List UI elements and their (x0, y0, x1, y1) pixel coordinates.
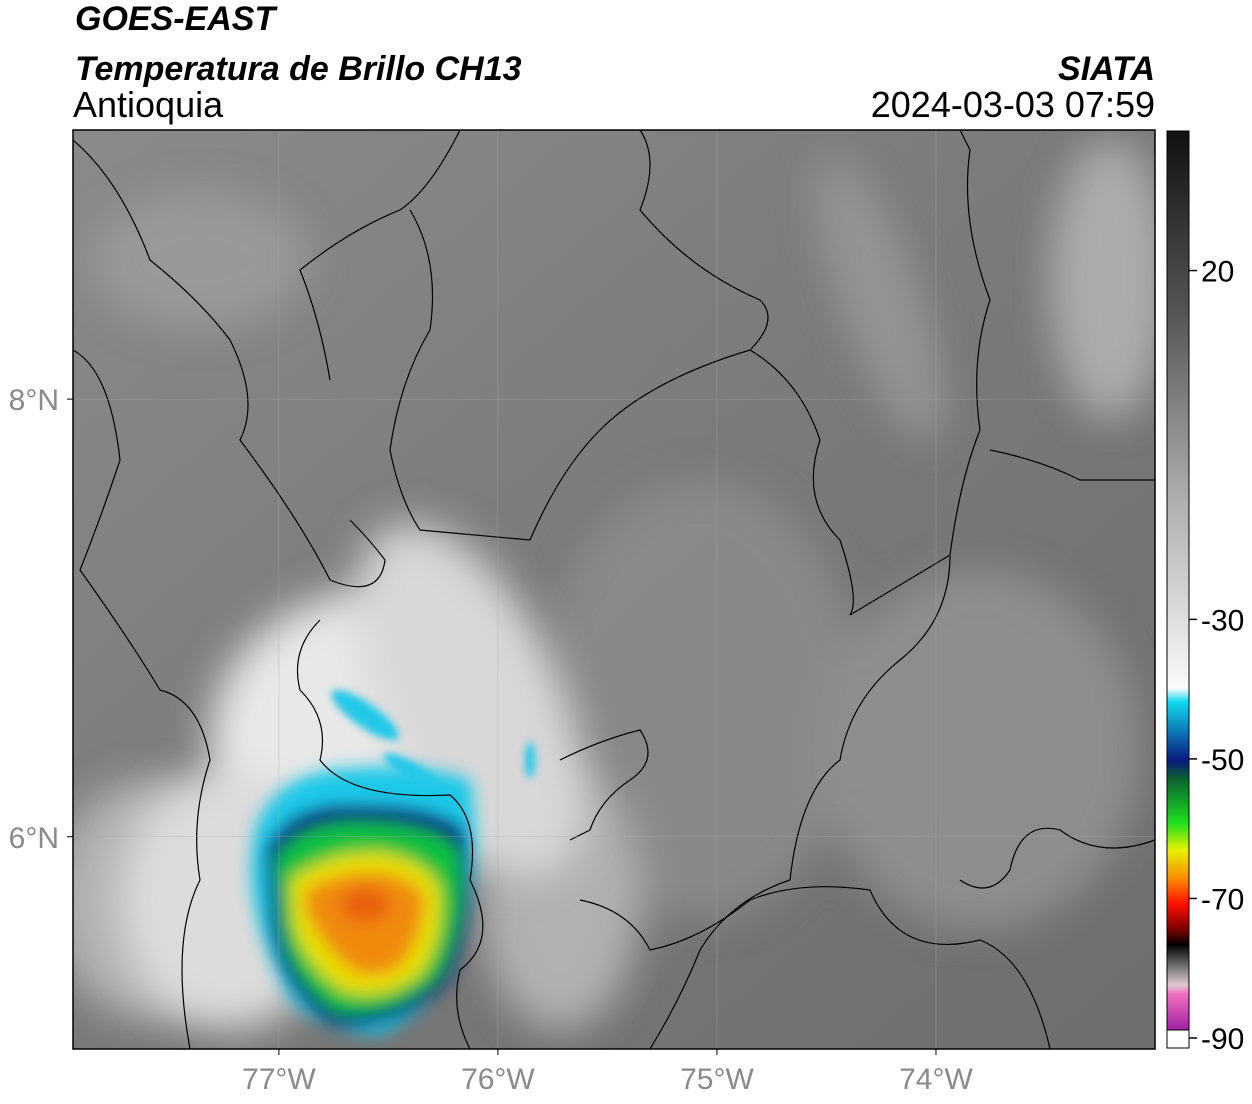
colorbar-label: -30 (1201, 604, 1244, 637)
colorbar-under (1166, 1029, 1190, 1049)
satellite-image (73, 130, 1155, 1049)
region: Antioquia (73, 84, 224, 125)
y-tick-label: 6°N (9, 822, 59, 855)
y-tick-label: 8°N (9, 384, 59, 417)
source: SIATA (1058, 50, 1155, 88)
colorbar-label: -50 (1201, 744, 1244, 777)
datetime: 2024-03-03 07:59 (871, 84, 1155, 125)
x-tick-label: 74°W (899, 1063, 973, 1096)
map-frame (72, 129, 1156, 1050)
colorbar-label: -70 (1201, 883, 1244, 916)
subtitle: Temperatura de Brillo CH13 (75, 50, 522, 88)
title: GOES-EAST (75, 0, 278, 38)
x-tick-label: 77°W (242, 1063, 316, 1096)
x-tick-label: 75°W (680, 1063, 754, 1096)
borders (73, 130, 1155, 1049)
x-tick-label: 76°W (461, 1063, 535, 1096)
colorbar-scale (1166, 130, 1190, 1031)
colorbar-label: -90 (1201, 1023, 1244, 1056)
colorbar-label: 20 (1201, 256, 1234, 289)
colorbar: 20 -30 -50 -70 -90 (1166, 130, 1244, 1056)
